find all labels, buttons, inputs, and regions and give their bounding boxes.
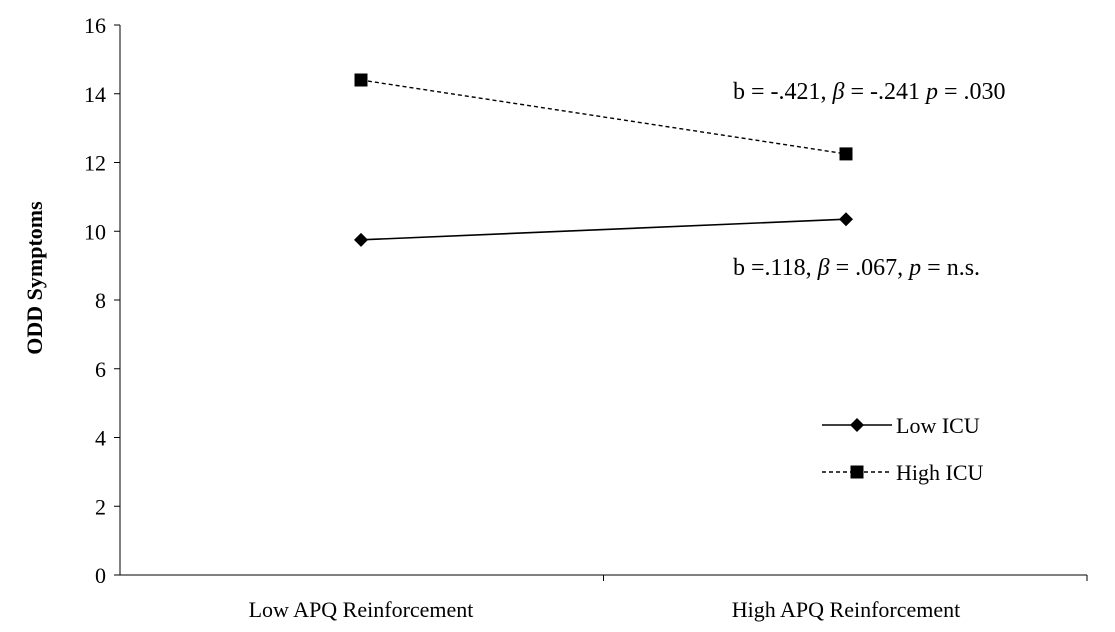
- series-line-low-icu: [360, 218, 847, 241]
- y-tick-label: 6: [95, 357, 106, 382]
- legend: Low ICU High ICU: [822, 413, 984, 485]
- y-tick-label: 16: [84, 13, 106, 38]
- x-ticks: Low APQ Reinforcement High APQ Reinforcem…: [249, 575, 1088, 622]
- y-ticks: 0 2 4 6 8 10 12 14 16: [84, 13, 120, 588]
- legend-item-high-icu: High ICU: [822, 460, 984, 485]
- legend-marker-high-icu: [850, 465, 864, 479]
- y-tick-label: 4: [95, 426, 106, 451]
- legend-label: Low ICU: [896, 413, 980, 438]
- annotation-low-icu: b =.118, β = .067, p = n.s.: [733, 255, 980, 281]
- data-point-low-icu: [354, 232, 368, 247]
- y-tick-label: 14: [84, 82, 106, 107]
- legend-marker-low-icu: [850, 418, 864, 432]
- series-low-icu: [354, 212, 853, 247]
- y-tick-label: 10: [84, 219, 106, 244]
- annotation-high-icu: b = -.421, β = -.241 p = .030: [733, 79, 1006, 105]
- axes: [119, 25, 1087, 576]
- legend-item-low-icu: Low ICU: [822, 413, 980, 438]
- y-axis-label: ODD Symptoms: [22, 201, 47, 355]
- annotations: b = -.421, β = -.241 p = .030 b =.118, β…: [733, 79, 1006, 281]
- series-layer: [354, 73, 853, 247]
- series-line-high-icu: [360, 79, 847, 155]
- y-tick-label: 8: [95, 288, 106, 313]
- data-point-low-icu: [839, 212, 853, 227]
- series-high-icu: [354, 73, 853, 161]
- y-tick-label: 2: [95, 494, 106, 519]
- y-tick-label: 12: [84, 151, 106, 176]
- data-point-high-icu: [839, 147, 853, 161]
- legend-label: High ICU: [896, 460, 984, 485]
- x-category-label: Low APQ Reinforcement: [249, 597, 474, 622]
- y-tick-label: 0: [95, 563, 106, 588]
- data-point-high-icu: [354, 73, 368, 87]
- x-category-label: High APQ Reinforcement: [732, 597, 961, 622]
